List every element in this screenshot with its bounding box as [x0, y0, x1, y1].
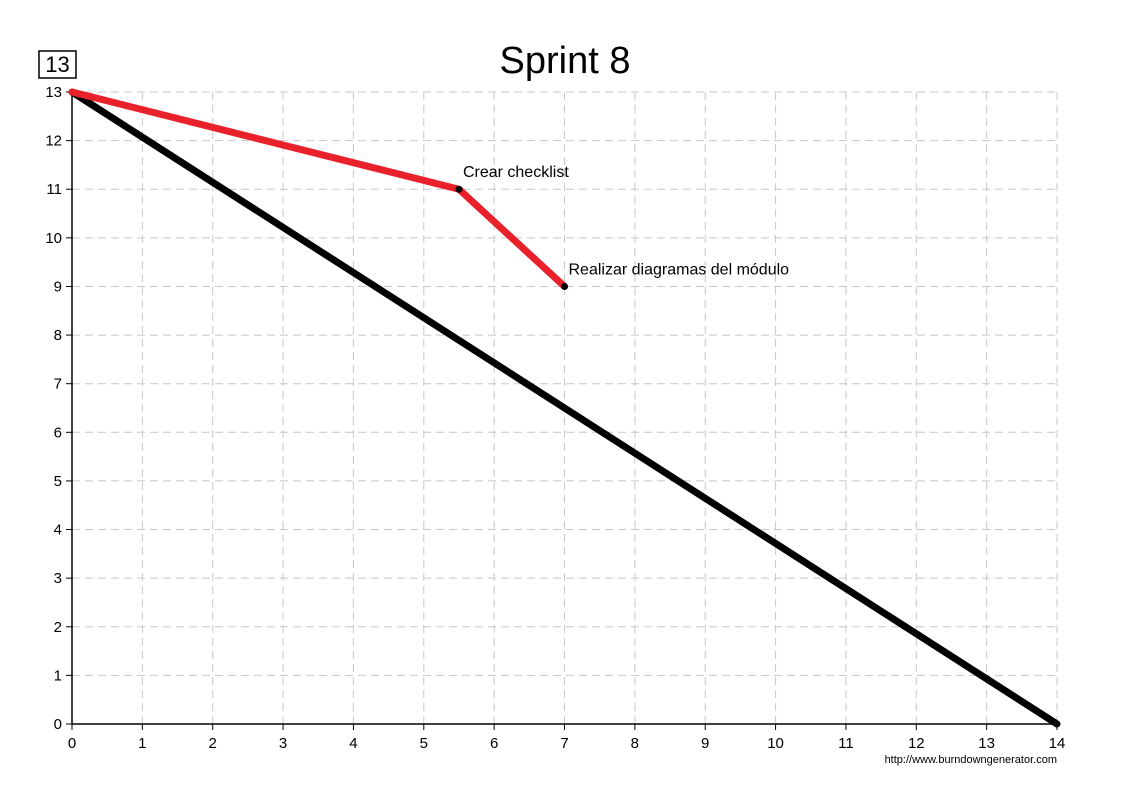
y-tick-label: 12: [45, 133, 62, 150]
grid-lines: [72, 91, 1058, 724]
y-tick-label: 9: [54, 278, 62, 295]
x-tick-label: 5: [420, 735, 428, 752]
y-tick-label: 8: [54, 327, 62, 344]
axes: [66, 91, 1058, 730]
x-tick-label: 12: [908, 735, 925, 752]
annotation-label: Realizar diagramas del módulo: [569, 261, 790, 278]
y-tick-label: 13: [45, 84, 62, 101]
y-tick-label: 4: [54, 522, 62, 539]
x-tick-label: 14: [1049, 735, 1066, 752]
x-tick-label: 1: [138, 735, 146, 752]
x-tick-label: 3: [279, 735, 287, 752]
x-tick-label: 8: [631, 735, 639, 752]
x-tick-label: 13: [978, 735, 995, 752]
badge-box: [38, 50, 77, 79]
x-tick-label: 10: [767, 735, 784, 752]
y-tick-label: 10: [45, 230, 62, 247]
y-tick-label: 1: [54, 667, 62, 684]
annotation-point: [561, 282, 568, 290]
x-tick-label: 11: [838, 735, 854, 752]
y-tick-label: 3: [54, 570, 62, 587]
x-tick-label: 4: [349, 735, 357, 752]
annotation-label: Crear checklist: [463, 164, 569, 181]
annotation-point: [455, 185, 463, 193]
chart-title: Sprint 8: [500, 40, 631, 82]
x-tick-label: 6: [490, 735, 498, 752]
y-tick-label: 0: [54, 716, 62, 733]
x-tick-labels: 0 1 2 3 4 5 6 7 8 9 10 11 12 13 14: [68, 735, 1066, 752]
y-tick-label: 2: [54, 619, 62, 636]
annotations: Crear checklist Realizar diagramas del mó…: [455, 164, 789, 290]
footer-url: http://www.burndowngenerator.com: [885, 754, 1057, 766]
x-tick-label: 7: [560, 735, 568, 752]
y-tick-label: 5: [54, 473, 62, 490]
x-tick-label: 9: [701, 735, 709, 752]
x-tick-label: 2: [209, 735, 217, 752]
badge-value: 13: [45, 52, 69, 77]
y-tick-label: 7: [54, 376, 62, 393]
y-tick-label: 11: [46, 181, 62, 198]
ideal-burndown-line: [68, 88, 1061, 728]
y-tick-label: 6: [54, 424, 62, 441]
x-tick-label: 0: [68, 735, 76, 752]
